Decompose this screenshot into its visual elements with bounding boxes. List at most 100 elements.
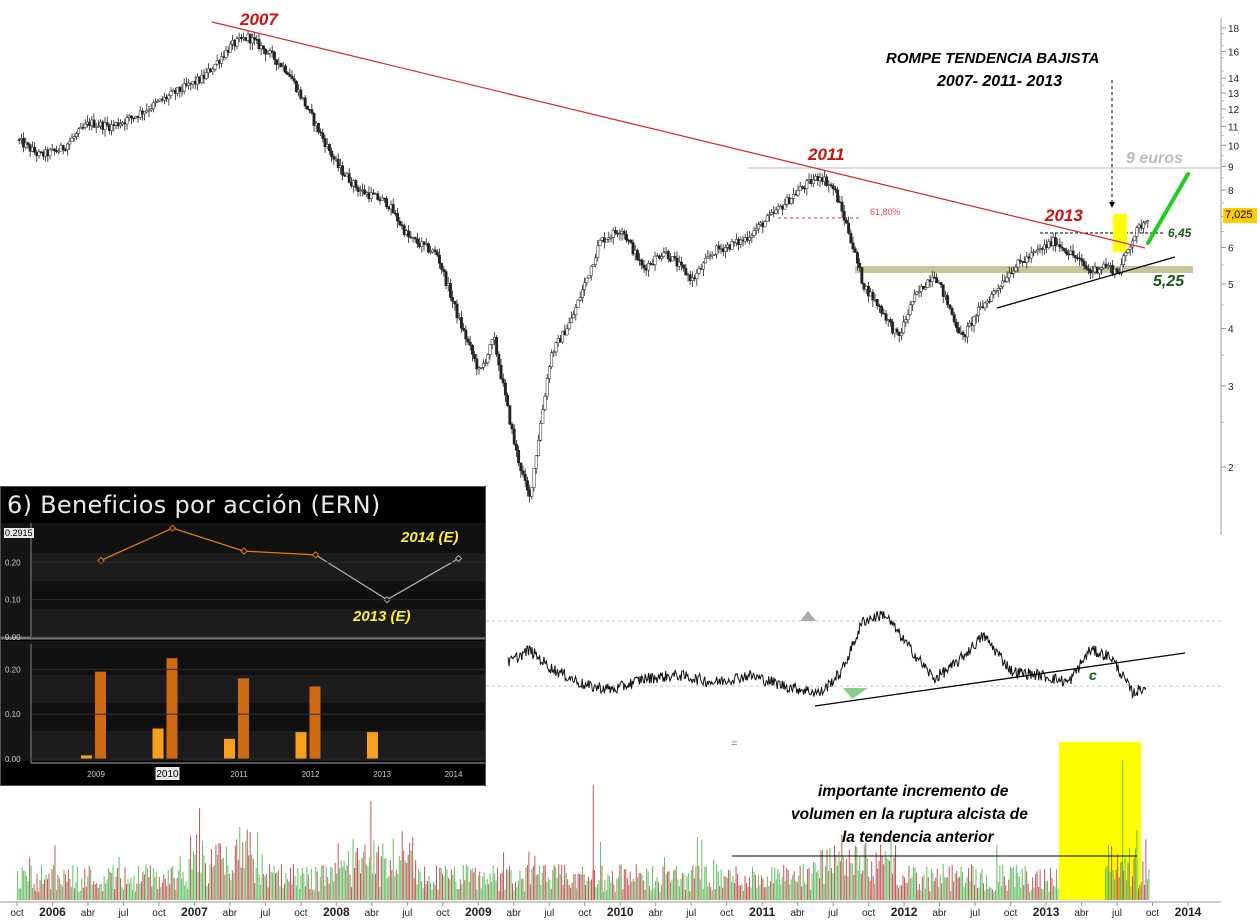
x-tick-label: jul — [1111, 908, 1122, 919]
x-tick-label: 2013 — [1033, 905, 1060, 919]
candle-body — [451, 297, 455, 302]
osc-overbought-fill — [800, 611, 816, 621]
candle-body — [539, 423, 543, 441]
y-tick-label: 9 — [1228, 162, 1234, 173]
candle-body — [1097, 269, 1101, 274]
candle-body — [613, 230, 617, 234]
green-breakout-arrow — [1146, 172, 1190, 245]
candle-body — [442, 269, 446, 272]
candle-body — [1062, 247, 1066, 251]
osc-oversold-fill — [843, 688, 868, 699]
candle-body — [213, 64, 217, 70]
eps-bar — [166, 658, 178, 759]
candle-body — [506, 395, 510, 406]
y-tick-label: 3 — [1228, 382, 1234, 393]
x-tick-label: abr — [790, 908, 805, 919]
eps-bar — [309, 686, 321, 759]
candle-body — [789, 198, 793, 205]
candle-body — [1014, 266, 1018, 272]
x-tick-label: jul — [543, 908, 554, 919]
candle-body — [429, 251, 433, 254]
candle-body — [501, 378, 505, 384]
candle-body — [952, 314, 956, 323]
candle-body — [536, 440, 540, 456]
last-price-text: 7,025 — [1225, 209, 1253, 221]
candle-body — [1091, 271, 1095, 274]
candle-body — [444, 271, 448, 286]
x-tick-label: 2009 — [465, 905, 492, 919]
candle-body — [1005, 277, 1009, 282]
candle-body — [426, 243, 430, 253]
candle-body — [871, 291, 875, 301]
candle-body — [66, 143, 70, 151]
candle-body — [954, 321, 958, 328]
candle-body — [541, 409, 545, 424]
candle-body — [611, 230, 615, 238]
candle-body — [347, 173, 351, 183]
equals-marker: = — [731, 738, 738, 750]
eps-xtick: 2009 — [87, 770, 105, 779]
candle-body — [52, 148, 56, 151]
candle-body — [514, 443, 518, 451]
candle-body — [880, 306, 884, 314]
candle-body — [33, 146, 37, 153]
candle-body — [270, 50, 274, 53]
candle-body — [662, 252, 666, 257]
eps-inset-panel: 6) Beneficios por acción (ERN) 0.20 0.10 0… — [0, 486, 486, 786]
candle-body — [587, 275, 591, 279]
candle-body — [105, 122, 109, 126]
candle-body — [1146, 220, 1150, 223]
downtrend-line — [211, 21, 1146, 249]
candle-body — [398, 221, 402, 226]
candle-body — [972, 316, 976, 326]
candle-body — [74, 133, 78, 137]
candle-body — [156, 100, 160, 103]
candle-body — [484, 362, 488, 364]
eps-bar-band — [31, 703, 485, 731]
candle-body — [825, 176, 829, 186]
candle-body — [380, 197, 384, 201]
candle-body — [385, 198, 389, 208]
candle-body — [1122, 255, 1126, 265]
candle-body — [37, 151, 41, 156]
eps-bar-band — [31, 731, 485, 759]
candle-body — [1031, 251, 1035, 254]
candle-body — [596, 245, 600, 259]
y-tick-label: 12 — [1228, 105, 1240, 116]
candle-body — [875, 299, 879, 306]
candle-body — [554, 342, 558, 353]
candle-body — [151, 102, 155, 109]
candle-body — [310, 109, 314, 114]
headline-line1: ROMPE TENDENCIA BAJISTA — [886, 50, 1100, 67]
y-tick-label: 14 — [1228, 74, 1240, 85]
candle-body — [149, 108, 153, 111]
candle-body — [1084, 265, 1088, 270]
candle-body — [519, 462, 523, 472]
candle-body — [495, 337, 499, 355]
candle-body — [473, 354, 477, 360]
candle-body — [858, 263, 862, 268]
candle-body — [671, 256, 675, 262]
candle-body — [1082, 260, 1086, 267]
candle-body — [666, 250, 670, 260]
candle-body — [1067, 253, 1071, 256]
candle-body — [622, 231, 626, 235]
candle-body — [576, 299, 580, 308]
candle-body — [257, 39, 261, 49]
eps-bar-bands — [31, 647, 485, 759]
candle-body — [550, 352, 554, 368]
candle-body — [407, 230, 411, 238]
candle-body — [413, 237, 417, 240]
candle-body — [924, 287, 928, 290]
eps-charts: 0.20 0.10 0.00 0.20 0.10 0.00 2009 2010 2011 2012… — [1, 523, 485, 780]
candle-body — [640, 259, 644, 266]
candle-body — [250, 37, 254, 44]
candle-body — [415, 238, 419, 244]
eps-bar — [367, 732, 378, 759]
candle-body — [547, 366, 551, 380]
candle-body — [926, 279, 930, 288]
candle-body — [481, 363, 485, 368]
candle-body — [532, 468, 536, 488]
candle-body — [545, 378, 549, 397]
candle-body — [286, 72, 290, 75]
